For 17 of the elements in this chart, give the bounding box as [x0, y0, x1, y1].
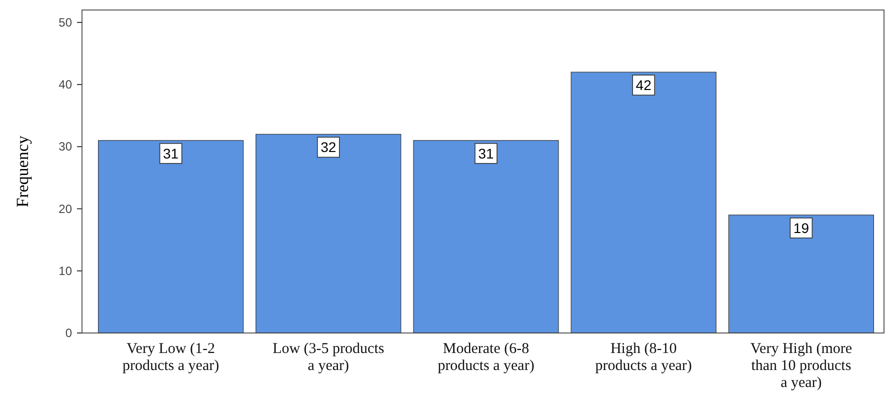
x-tick-label: High (8-10 products a year): [595, 341, 692, 374]
y-tick-label: 30: [58, 140, 72, 154]
data-label: 31: [478, 145, 494, 162]
y-tick-label: 10: [58, 264, 72, 278]
y-axis-title: Frequency: [13, 135, 32, 208]
x-tick-label: Moderate (6-8 products a year): [438, 341, 534, 374]
y-tick-label: 0: [65, 326, 72, 340]
data-label: 19: [793, 220, 810, 236]
data-label: 32: [320, 139, 336, 156]
data-label: 31: [163, 145, 179, 162]
x-tick-label: Very High (more than 10 products a year): [750, 341, 852, 391]
data-label: 42: [636, 77, 652, 94]
y-tick-label: 40: [58, 78, 72, 92]
x-tick-label: Low (3-5 products a year): [272, 341, 384, 374]
x-tick-label: Very Low (1-2 products a year): [122, 341, 220, 374]
y-tick-label: 20: [58, 202, 72, 216]
y-tick-label: 50: [58, 15, 72, 30]
